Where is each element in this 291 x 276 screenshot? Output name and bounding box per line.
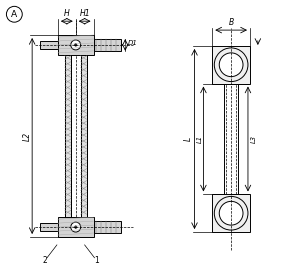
Text: L: L — [184, 137, 193, 141]
Bar — [65, 55, 71, 217]
Text: L2: L2 — [23, 131, 32, 140]
Bar — [212, 194, 250, 232]
Bar — [212, 46, 250, 84]
Text: 1: 1 — [94, 256, 99, 265]
Text: H1: H1 — [79, 9, 90, 18]
Bar — [58, 35, 93, 55]
Circle shape — [6, 6, 22, 22]
Bar — [81, 55, 87, 217]
Circle shape — [74, 44, 77, 46]
Text: B: B — [228, 18, 234, 27]
Circle shape — [74, 226, 77, 228]
Circle shape — [219, 53, 243, 77]
Bar — [224, 84, 238, 194]
Circle shape — [71, 222, 81, 232]
Text: A: A — [11, 10, 17, 19]
Bar — [93, 39, 121, 51]
Text: L3: L3 — [251, 135, 257, 143]
Text: 2: 2 — [43, 256, 47, 265]
Bar — [40, 41, 58, 49]
Bar — [40, 223, 58, 231]
Circle shape — [219, 201, 243, 225]
Bar — [58, 217, 93, 237]
Bar — [93, 221, 121, 233]
Text: L1: L1 — [196, 135, 203, 143]
Text: D1: D1 — [128, 40, 138, 46]
Text: H: H — [64, 9, 70, 18]
Circle shape — [71, 40, 81, 50]
